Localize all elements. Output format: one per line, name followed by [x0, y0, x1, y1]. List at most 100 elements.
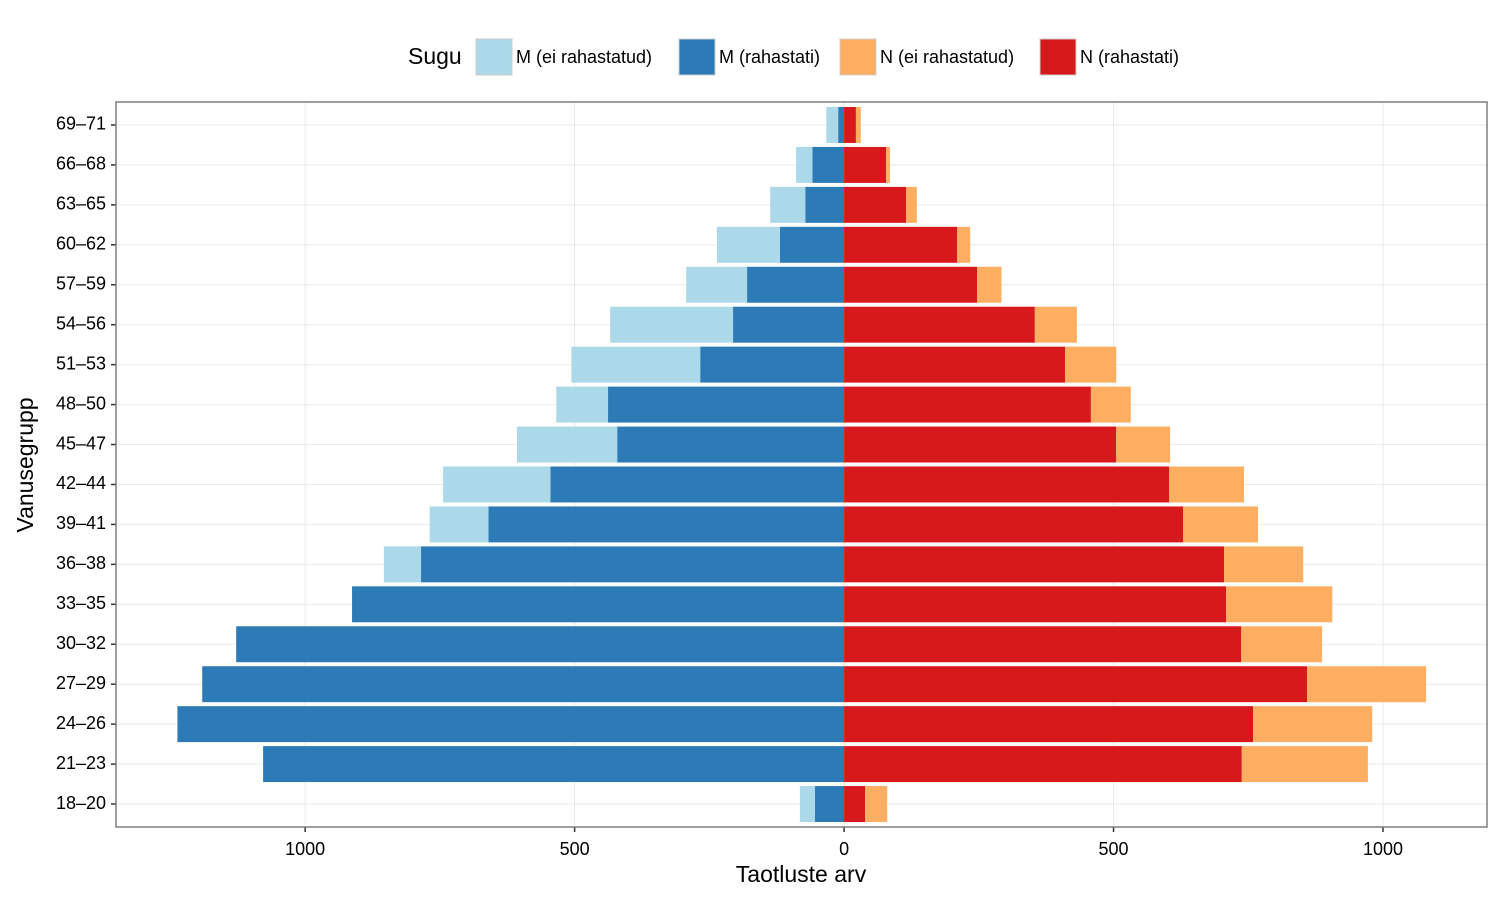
- y-tick-label: 45–47: [56, 433, 106, 453]
- bar: [429, 506, 489, 543]
- y-tick-label: 66–68: [56, 154, 106, 174]
- bar: [844, 466, 1170, 503]
- bar: [202, 666, 845, 703]
- bar: [844, 746, 1242, 783]
- bar: [805, 186, 845, 223]
- y-tick-label: 33–35: [56, 593, 106, 613]
- bar: [610, 306, 734, 343]
- y-tick-label: 48–50: [56, 393, 106, 413]
- bar: [1090, 386, 1131, 423]
- legend-label: N (ei rahastatud): [880, 47, 1014, 67]
- bar: [617, 426, 845, 463]
- y-tick-label: 60–62: [56, 234, 106, 254]
- bar: [906, 186, 917, 223]
- bar: [977, 266, 1002, 303]
- y-tick-label: 57–59: [56, 274, 106, 294]
- bar: [844, 586, 1227, 623]
- bar: [814, 786, 845, 823]
- legend-label: N (rahastati): [1080, 47, 1179, 67]
- x-tick-label: 500: [1099, 839, 1129, 859]
- bar: [844, 706, 1254, 743]
- bar: [686, 266, 748, 303]
- bar: [844, 146, 887, 183]
- bar: [488, 506, 845, 543]
- legend-title: Sugu: [408, 43, 462, 69]
- y-tick-label: 18–20: [56, 793, 106, 813]
- bar: [957, 226, 971, 263]
- bar: [1241, 746, 1368, 783]
- x-tick-label: 1000: [285, 839, 325, 859]
- y-tick-label: 39–41: [56, 513, 106, 533]
- x-axis-label: Taotluste arv: [736, 861, 867, 887]
- bar: [855, 106, 861, 143]
- bar: [844, 546, 1225, 583]
- bar: [383, 546, 422, 583]
- bar: [796, 146, 813, 183]
- bar: [838, 106, 845, 143]
- bar: [1307, 666, 1427, 703]
- bar: [516, 426, 618, 463]
- bar: [700, 346, 845, 383]
- y-tick-label: 30–32: [56, 633, 106, 653]
- bar: [770, 186, 806, 223]
- bar: [844, 506, 1184, 543]
- y-tick-label: 69–71: [56, 114, 106, 134]
- legend-label: M (rahastati): [719, 47, 820, 67]
- bar: [443, 466, 551, 503]
- bar: [844, 346, 1066, 383]
- bar: [844, 306, 1035, 343]
- legend-key: [475, 38, 513, 76]
- y-tick-label: 63–65: [56, 194, 106, 214]
- bar: [556, 386, 609, 423]
- bar: [550, 466, 845, 503]
- bar: [1253, 706, 1373, 743]
- y-tick-label: 27–29: [56, 673, 106, 693]
- y-tick-label: 21–23: [56, 753, 106, 773]
- bar: [812, 146, 845, 183]
- x-tick-label: 1000: [1363, 839, 1403, 859]
- bar: [844, 186, 907, 223]
- legend-label: M (ei rahastatud): [516, 47, 652, 67]
- bar: [844, 786, 866, 823]
- bar: [1224, 546, 1304, 583]
- legend-key: [678, 38, 716, 76]
- legend-key: [1039, 38, 1077, 76]
- bar: [236, 626, 845, 663]
- y-tick-label: 36–38: [56, 553, 106, 573]
- bar: [608, 386, 845, 423]
- bar: [352, 586, 845, 623]
- bar: [1116, 426, 1171, 463]
- bar: [886, 146, 890, 183]
- bar: [844, 226, 958, 263]
- bar: [779, 226, 845, 263]
- bar: [571, 346, 701, 383]
- y-tick-label: 54–56: [56, 313, 106, 333]
- bar: [844, 626, 1242, 663]
- bar: [844, 426, 1117, 463]
- x-tick-label: 0: [839, 839, 849, 859]
- bar: [716, 226, 780, 263]
- bar: [747, 266, 845, 303]
- bar: [263, 746, 845, 783]
- y-axis-label: Vanusegrupp: [12, 397, 38, 532]
- x-tick-label: 500: [560, 839, 590, 859]
- plot-border: [115, 101, 1488, 828]
- bar: [844, 266, 978, 303]
- bar: [799, 786, 815, 823]
- bar: [421, 546, 845, 583]
- bar: [1226, 586, 1333, 623]
- bar: [865, 786, 888, 823]
- legend-key: [839, 38, 877, 76]
- bar: [1065, 346, 1117, 383]
- bar: [733, 306, 845, 343]
- bar: [844, 106, 856, 143]
- bar: [1034, 306, 1077, 343]
- y-tick-label: 24–26: [56, 713, 106, 733]
- bar: [844, 666, 1308, 703]
- bar: [1241, 626, 1323, 663]
- bar: [844, 386, 1091, 423]
- y-tick-label: 42–44: [56, 473, 106, 493]
- bar: [1183, 506, 1258, 543]
- bar: [1169, 466, 1244, 503]
